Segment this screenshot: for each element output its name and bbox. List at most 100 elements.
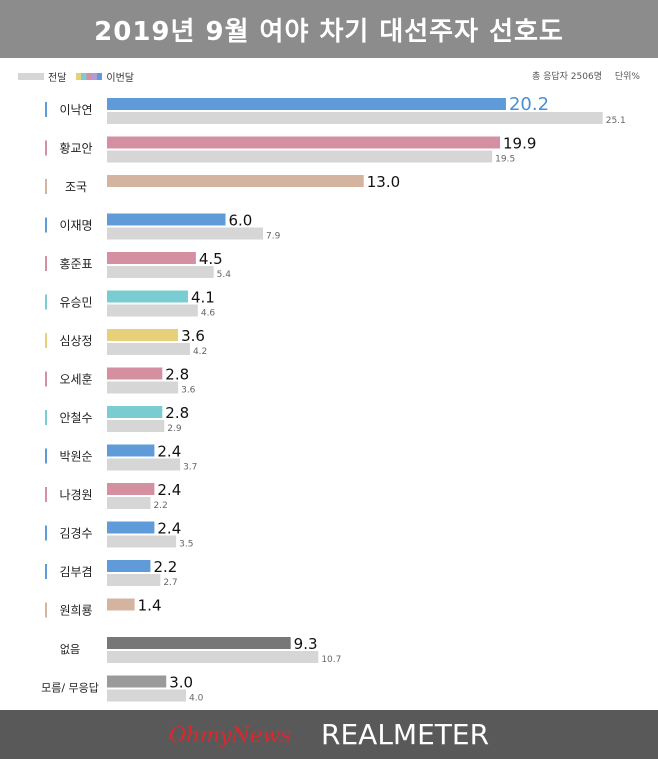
- bar-current: [107, 329, 179, 341]
- bar-current: [107, 598, 135, 611]
- bar-previous: [107, 689, 186, 702]
- value-label-current: 2.4: [157, 520, 181, 538]
- row-accent-marker: [45, 217, 47, 233]
- bar-current: [107, 675, 167, 688]
- legend: 전달 이번달: [18, 69, 134, 84]
- bar-current: [107, 136, 501, 149]
- bar-previous: [107, 535, 177, 548]
- bar-previous: [107, 304, 198, 317]
- row-accent-marker: [45, 179, 47, 194]
- category-label: 홍준표: [59, 257, 92, 271]
- value-label-current: 3.6: [181, 327, 205, 345]
- category-label: 이낙연: [59, 103, 92, 117]
- value-label-previous: 2.2: [153, 501, 167, 511]
- legend-curr-label: 이번달: [106, 73, 135, 84]
- row-accent-marker: [45, 333, 47, 348]
- bar-previous: [107, 343, 190, 355]
- bar-current: [107, 98, 506, 110]
- bar-current: [107, 637, 291, 649]
- bar-previous: [107, 150, 493, 163]
- category-label: 오세훈: [59, 373, 92, 387]
- legend-curr-swatch: [76, 73, 103, 80]
- bar-current: [107, 444, 155, 457]
- bar-current: [107, 175, 364, 187]
- category-label: 유승민: [59, 296, 92, 310]
- category-label: 황교안: [59, 142, 92, 156]
- value-label-current: 19.9: [503, 135, 536, 153]
- category-label: 김경수: [59, 527, 92, 541]
- value-label-current: 2.2: [153, 558, 177, 576]
- value-label-previous: 3.7: [183, 463, 197, 473]
- category-label: 없음: [60, 643, 80, 656]
- category-label: 나경원: [59, 488, 92, 502]
- value-label-current: 2.8: [165, 404, 189, 422]
- chart-title: 2019년 9월 여야 차기 대선주자 선호도: [94, 16, 564, 47]
- bar-current: [107, 290, 188, 303]
- value-label-previous: 19.5: [495, 155, 515, 165]
- bar-current: [107, 252, 196, 264]
- category-label: 심상정: [59, 334, 92, 348]
- row-accent-marker: [45, 294, 47, 310]
- value-label-previous: 3.5: [179, 540, 193, 550]
- footer-bar: OhmyNews REALMETER: [0, 710, 658, 759]
- respondents-note: 총 응답자 2506명: [531, 72, 602, 82]
- legend-prev-label: 전달: [48, 73, 67, 84]
- row-accent-marker: [45, 525, 47, 541]
- category-label: 박원순: [59, 450, 92, 464]
- value-label-current: 20.2: [509, 94, 549, 115]
- value-label-previous: 4.6: [201, 309, 216, 319]
- value-label-previous: 2.7: [163, 578, 177, 588]
- value-label-current: 6.0: [229, 212, 253, 230]
- bar-previous: [107, 112, 603, 124]
- bar-previous: [107, 574, 161, 586]
- bar-previous: [107, 497, 151, 509]
- realmeter-logo: REALMETER: [321, 718, 490, 751]
- bar-previous: [107, 381, 179, 394]
- category-label: 원희룡: [59, 604, 92, 618]
- row-accent-marker: [45, 102, 47, 117]
- bar-current: [107, 560, 151, 572]
- survey-meta: 총 응답자 2506명 단위%: [532, 69, 640, 82]
- value-label-previous: 25.1: [606, 116, 626, 126]
- title-bar: 2019년 9월 여야 차기 대선주자 선호도: [0, 0, 658, 58]
- bar-current: [107, 367, 163, 380]
- row-accent-marker: [45, 256, 47, 271]
- value-label-previous: 2.9: [167, 424, 182, 434]
- bar-previous: [107, 227, 264, 240]
- value-label-current: 2.8: [165, 366, 189, 384]
- bar-previous: [107, 420, 165, 432]
- value-label-previous: 7.9: [266, 232, 281, 242]
- unit-note: 단위%: [614, 72, 640, 82]
- bar-current: [107, 213, 226, 226]
- bar-current: [107, 521, 155, 534]
- row-accent-marker: [45, 448, 47, 464]
- value-label-current: 2.4: [157, 443, 181, 461]
- ohmynews-logo: OhmyNews: [168, 722, 292, 747]
- category-label: 안철수: [59, 411, 92, 425]
- value-label-current: 3.0: [169, 674, 193, 692]
- category-label: 모름/ 무응답: [41, 682, 99, 695]
- value-label-previous: 3.6: [181, 386, 196, 396]
- bar-chart: 이낙연 20.2 25.1 황교안 19.9 19.5 조국 13.0 이재명 6.0 7.9 홍준표…: [41, 94, 626, 704]
- bar-current: [107, 483, 155, 495]
- row-accent-marker: [45, 410, 47, 425]
- row-accent-marker: [45, 564, 47, 579]
- category-label: 김부겸: [59, 565, 92, 579]
- value-label-current: 9.3: [294, 635, 318, 653]
- bar-previous: [107, 458, 181, 471]
- bar-previous: [107, 266, 214, 278]
- value-label-current: 4.1: [191, 289, 215, 307]
- bar-previous: [107, 651, 319, 663]
- value-label-current: 2.4: [157, 481, 181, 499]
- value-label-current: 1.4: [138, 597, 162, 615]
- category-label: 이재명: [59, 219, 92, 233]
- legend-prev-swatch: [18, 73, 44, 80]
- category-label: 조국: [65, 180, 87, 194]
- value-label-previous: 10.7: [321, 655, 341, 665]
- value-label-previous: 5.4: [217, 270, 232, 280]
- row-accent-marker: [45, 602, 47, 618]
- row-accent-marker: [45, 487, 47, 502]
- value-label-current: 13.0: [367, 173, 400, 191]
- value-label-previous: 4.0: [189, 694, 204, 704]
- value-label-current: 4.5: [199, 250, 223, 268]
